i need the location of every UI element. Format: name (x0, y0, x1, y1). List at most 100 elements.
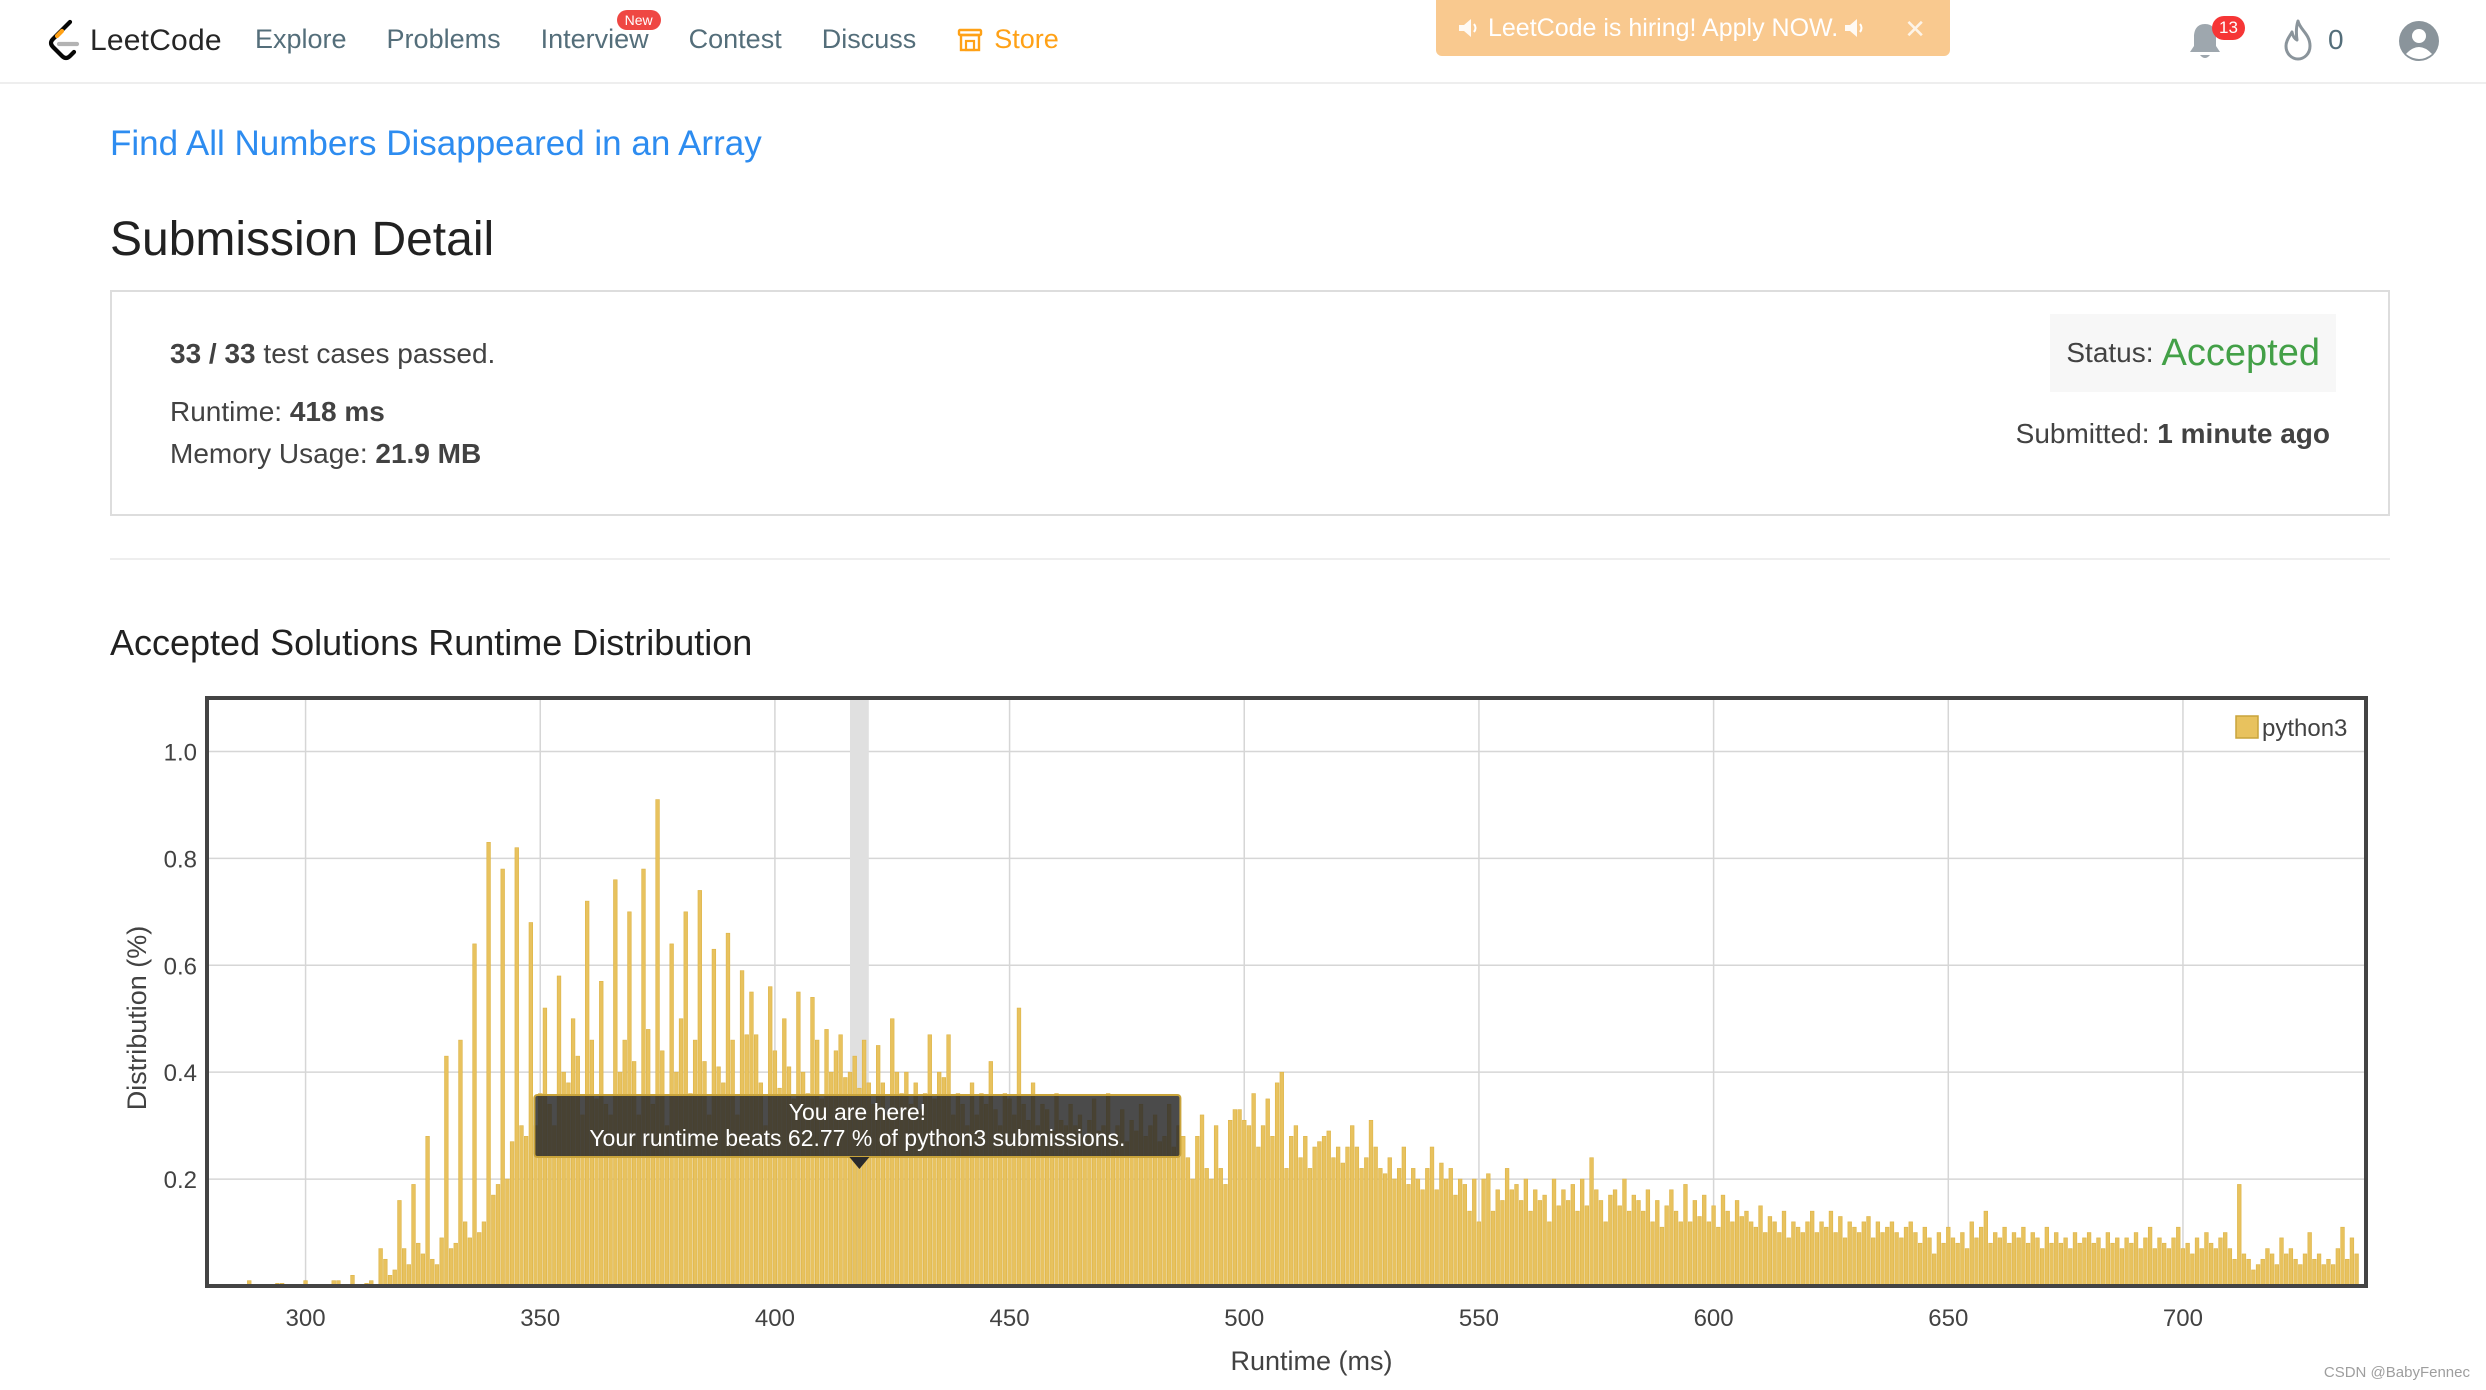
runtime-bar[interactable] (711, 948, 717, 1287)
runtime-bar[interactable] (1711, 1205, 1716, 1287)
runtime-bar[interactable] (2096, 1237, 2101, 1287)
runtime-bar[interactable] (1749, 1221, 1754, 1287)
runtime-bar[interactable] (401, 1248, 407, 1287)
runtime-bar[interactable] (1411, 1168, 1416, 1287)
runtime-bar[interactable] (425, 1136, 430, 1287)
runtime-bar[interactable] (2288, 1248, 2294, 1287)
runtime-bar[interactable] (697, 890, 702, 1287)
runtime-bar[interactable] (1354, 1146, 1360, 1287)
runtime-bar[interactable] (439, 1237, 444, 1287)
runtime-bar[interactable] (1725, 1210, 1730, 1287)
runtime-bar[interactable] (2068, 1248, 2073, 1287)
runtime-bar[interactable] (2035, 1237, 2040, 1287)
runtime-bar[interactable] (1692, 1200, 1697, 1287)
runtime-bar[interactable] (1903, 1226, 1909, 1287)
runtime-bar[interactable] (1894, 1232, 1899, 1287)
runtime-bar[interactable] (1669, 1189, 1674, 1287)
runtime-bar[interactable] (1106, 1093, 1111, 1287)
runtime-bar[interactable] (1528, 1210, 1533, 1287)
runtime-bar[interactable] (1115, 1125, 1120, 1287)
runtime-bar[interactable] (514, 847, 519, 1287)
runtime-bar[interactable] (2176, 1226, 2181, 1287)
runtime-bar[interactable] (524, 1136, 529, 1287)
runtime-bar[interactable] (2105, 1232, 2111, 1287)
runtime-bar[interactable] (927, 1034, 932, 1287)
runtime-bar[interactable] (890, 1018, 895, 1287)
runtime-bar[interactable] (1847, 1221, 1852, 1287)
runtime-bar[interactable] (1608, 1194, 1613, 1287)
runtime-bar[interactable] (636, 1114, 641, 1287)
runtime-bar[interactable] (1012, 1114, 1017, 1287)
runtime-bar[interactable] (1885, 1226, 1890, 1287)
nav-interview[interactable]: Interview New (541, 10, 661, 55)
runtime-bar[interactable] (369, 1280, 374, 1287)
runtime-bar[interactable] (411, 1184, 416, 1287)
runtime-bar[interactable] (519, 1125, 524, 1287)
runtime-bar[interactable] (458, 1039, 463, 1287)
runtime-bar[interactable] (1068, 1103, 1073, 1287)
runtime-bar[interactable] (838, 1034, 843, 1287)
runtime-bar[interactable] (2185, 1242, 2190, 1287)
runtime-bar[interactable] (739, 970, 745, 1287)
runtime-bar[interactable] (2274, 1264, 2279, 1287)
runtime-bar[interactable] (1828, 1210, 1834, 1287)
runtime-bar[interactable] (570, 1018, 576, 1287)
runtime-bar[interactable] (1786, 1237, 1791, 1287)
runtime-bar[interactable] (1044, 1109, 1050, 1287)
nav-discuss[interactable]: Discuss (821, 24, 917, 54)
runtime-bar[interactable] (444, 1055, 449, 1287)
runtime-bar[interactable] (669, 943, 674, 1287)
runtime-bar[interactable] (2255, 1264, 2261, 1287)
runtime-bar[interactable] (1875, 1221, 1881, 1287)
runtime-bar[interactable] (2251, 1269, 2256, 1287)
runtime-bar[interactable] (1889, 1221, 1895, 1287)
runtime-bar[interactable] (491, 1194, 496, 1287)
runtime-bar[interactable] (993, 1109, 998, 1287)
runtime-bar[interactable] (2180, 1248, 2186, 1287)
runtime-bar[interactable] (1955, 1242, 1960, 1287)
runtime-bar[interactable] (1143, 1136, 1148, 1287)
runtime-bar[interactable] (1331, 1157, 1336, 1287)
runtime-bar[interactable] (1913, 1232, 1918, 1287)
runtime-bar[interactable] (1974, 1237, 1979, 1287)
runtime-bar[interactable] (1824, 1226, 1829, 1287)
runtime-bar[interactable] (1899, 1237, 1904, 1287)
runtime-bar[interactable] (1936, 1232, 1942, 1287)
runtime-bar[interactable] (486, 842, 491, 1287)
runtime-bar[interactable] (2040, 1248, 2045, 1287)
runtime-bar[interactable] (1626, 1210, 1632, 1287)
nav-store[interactable]: Store (956, 24, 1059, 55)
runtime-bar[interactable] (1129, 1119, 1134, 1287)
runtime-bar[interactable] (2218, 1237, 2223, 1287)
runtime-bar[interactable] (542, 1007, 548, 1287)
runtime-bar[interactable] (777, 1087, 782, 1287)
runtime-bar[interactable] (683, 911, 688, 1287)
runtime-bar[interactable] (2208, 1242, 2214, 1287)
runtime-bar[interactable] (599, 981, 604, 1287)
runtime-bar[interactable] (1242, 1119, 1247, 1287)
runtime-bar[interactable] (2007, 1242, 2012, 1287)
runtime-bar[interactable] (678, 1018, 684, 1287)
runtime-bar[interactable] (1988, 1242, 1993, 1287)
runtime-bar[interactable] (1636, 1200, 1641, 1287)
runtime-bar[interactable] (1706, 1221, 1712, 1287)
runtime-bar[interactable] (392, 1269, 397, 1287)
runtime-bar[interactable] (979, 1093, 984, 1287)
runtime-bar[interactable] (1110, 1136, 1115, 1287)
runtime-bar[interactable] (1941, 1242, 1946, 1287)
runtime-bar[interactable] (1969, 1221, 1974, 1287)
runtime-bar[interactable] (772, 1050, 778, 1287)
runtime-bar[interactable] (1819, 1221, 1824, 1287)
runtime-bar[interactable] (1162, 1136, 1167, 1287)
runtime-bar[interactable] (453, 1242, 458, 1287)
runtime-bar[interactable] (1800, 1232, 1805, 1287)
runtime-bar[interactable] (1833, 1232, 1838, 1287)
runtime-bar[interactable] (2260, 1258, 2265, 1287)
runtime-bar[interactable] (861, 1039, 867, 1287)
runtime-bar[interactable] (960, 1103, 965, 1287)
runtime-bar[interactable] (1087, 1119, 1092, 1287)
runtime-bar[interactable] (383, 1258, 388, 1287)
runtime-bar[interactable] (580, 1114, 585, 1287)
runtime-bar[interactable] (1415, 1178, 1421, 1287)
runtime-bar[interactable] (397, 1200, 402, 1287)
